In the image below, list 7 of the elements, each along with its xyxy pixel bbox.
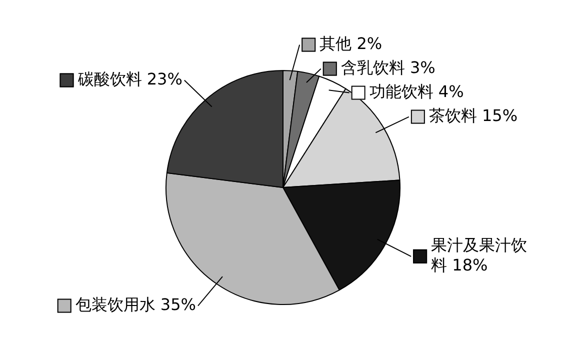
- legend-label: 含乳饮料 3%: [340, 58, 436, 77]
- legend-label: 功能饮料 4%: [369, 82, 464, 101]
- legend-label: 包装饮用水 35%: [75, 294, 196, 314]
- legend-label: 碳酸饮料 23%: [76, 69, 182, 88]
- legend-label: 茶饮料 15%: [428, 106, 518, 125]
- legend-label: 果汁及果汁饮料 18%: [431, 236, 528, 275]
- legend-label: 其他 2%: [320, 34, 382, 53]
